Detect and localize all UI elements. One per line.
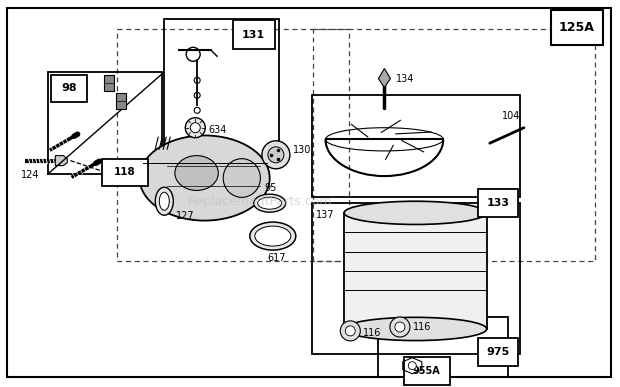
Circle shape [185, 118, 205, 138]
Ellipse shape [344, 201, 487, 224]
Text: 125A: 125A [559, 21, 595, 34]
Bar [551, 10, 603, 45]
Bar [478, 338, 518, 366]
Bar [116, 92, 126, 109]
Bar [164, 19, 279, 166]
Text: 975: 975 [486, 347, 510, 357]
Text: 617: 617 [268, 253, 286, 263]
Ellipse shape [255, 226, 291, 246]
Text: 118: 118 [114, 167, 136, 177]
Bar [48, 72, 162, 174]
Text: 133: 133 [486, 198, 510, 208]
Text: 137: 137 [316, 210, 334, 220]
Text: 634: 634 [208, 125, 227, 135]
Bar [478, 189, 518, 217]
Text: 955A: 955A [413, 366, 441, 376]
Polygon shape [55, 156, 68, 166]
Text: 130: 130 [293, 145, 311, 155]
Ellipse shape [223, 159, 260, 197]
Text: ReplacementParts.com: ReplacementParts.com [188, 195, 333, 208]
Circle shape [395, 322, 405, 332]
Circle shape [190, 123, 200, 133]
Bar [344, 213, 487, 329]
Ellipse shape [140, 135, 270, 221]
Ellipse shape [250, 222, 296, 250]
Text: 98: 98 [61, 83, 77, 93]
Text: 104: 104 [502, 111, 521, 121]
Bar [404, 357, 450, 385]
Circle shape [340, 321, 360, 341]
Polygon shape [378, 68, 391, 87]
Circle shape [268, 147, 284, 163]
Text: 124: 124 [21, 170, 40, 180]
Ellipse shape [175, 156, 218, 190]
Text: 116: 116 [413, 322, 432, 332]
Bar [378, 317, 508, 377]
Text: 116: 116 [363, 328, 382, 338]
Circle shape [409, 362, 416, 370]
Text: 134: 134 [396, 74, 415, 84]
Ellipse shape [254, 194, 286, 212]
Ellipse shape [258, 197, 281, 209]
Bar [232, 20, 275, 49]
Text: 131: 131 [242, 30, 265, 39]
Bar [312, 203, 520, 354]
Bar [313, 29, 595, 261]
Circle shape [262, 141, 290, 169]
Bar [51, 75, 87, 102]
Ellipse shape [155, 187, 174, 215]
Ellipse shape [159, 192, 169, 210]
Bar [117, 29, 349, 261]
Bar [312, 95, 520, 197]
Text: 95: 95 [265, 183, 277, 193]
Text: 127: 127 [176, 211, 195, 221]
Bar [104, 75, 113, 91]
Circle shape [345, 326, 355, 336]
Ellipse shape [344, 317, 487, 341]
Bar [102, 159, 148, 186]
Circle shape [390, 317, 410, 337]
Polygon shape [403, 358, 422, 374]
